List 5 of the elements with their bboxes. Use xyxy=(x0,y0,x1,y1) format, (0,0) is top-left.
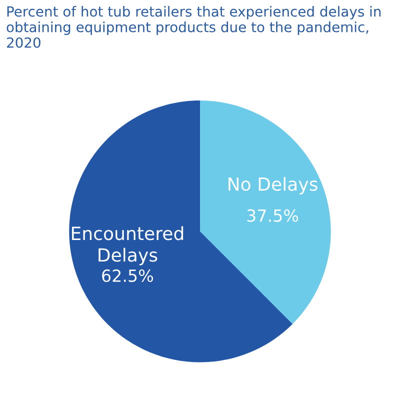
slice-label: No Delays xyxy=(228,176,318,194)
slice-label: Encountered Delays xyxy=(72,226,184,266)
chart-title: Percent of hot tub retailers that experienced delays in obtaining equipment products due to the pandemic, 2020 xyxy=(6,6,381,48)
data-label: 37.5% xyxy=(247,209,298,222)
data-label: 62.5% xyxy=(102,269,154,282)
